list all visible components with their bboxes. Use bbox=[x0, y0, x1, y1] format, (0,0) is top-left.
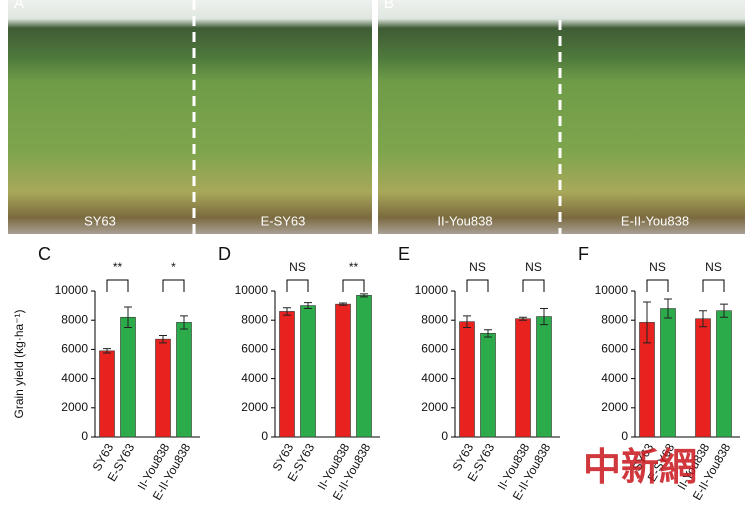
error-bar bbox=[519, 316, 527, 321]
y-tick-label: 2000 bbox=[241, 400, 268, 414]
significance-label: NS bbox=[705, 260, 722, 274]
bar bbox=[120, 316, 136, 438]
error-bar bbox=[720, 303, 728, 318]
y-tick-label: 8000 bbox=[601, 312, 628, 326]
bar bbox=[515, 318, 531, 438]
y-tick-label: 10000 bbox=[55, 283, 89, 297]
bar bbox=[155, 338, 171, 438]
significance-bracket bbox=[646, 279, 669, 292]
bar bbox=[536, 316, 552, 438]
y-tick-label: 4000 bbox=[61, 371, 88, 385]
error-bar bbox=[463, 315, 471, 328]
bar bbox=[716, 310, 732, 438]
bar bbox=[335, 303, 351, 438]
significance-bracket bbox=[702, 279, 725, 292]
significance-label: ** bbox=[349, 260, 359, 274]
error-bar bbox=[484, 329, 492, 338]
significance-bracket bbox=[522, 279, 545, 292]
photo-a: A SY63 E-SY63 bbox=[8, 0, 372, 234]
bar bbox=[176, 322, 192, 438]
y-tick-label: 0 bbox=[621, 429, 628, 443]
y-tick-label: 8000 bbox=[421, 312, 448, 326]
bar bbox=[459, 321, 475, 438]
y-tick-label: 10000 bbox=[595, 283, 629, 297]
y-axis-label: Grain yield (kg·ha⁻¹) bbox=[12, 309, 26, 418]
y-tick-label: 4000 bbox=[241, 371, 268, 385]
significance-label: * bbox=[171, 260, 176, 274]
panel-label: E bbox=[398, 244, 410, 264]
y-tick-label: 2000 bbox=[601, 400, 628, 414]
y-tick-label: 10000 bbox=[415, 283, 449, 297]
watermark: 中新網 bbox=[583, 447, 697, 489]
bar bbox=[480, 333, 496, 438]
error-bar bbox=[339, 302, 347, 306]
bar bbox=[300, 305, 316, 438]
significance-label: NS bbox=[649, 260, 666, 274]
photo-caption: II-You838 bbox=[437, 213, 492, 228]
y-tick-label: 0 bbox=[81, 429, 88, 443]
bar bbox=[695, 318, 711, 438]
y-tick-label: 6000 bbox=[421, 342, 448, 356]
y-tick-label: 0 bbox=[441, 429, 448, 443]
y-tick-label: 4000 bbox=[421, 371, 448, 385]
error-bar bbox=[304, 302, 312, 310]
panel-label: D bbox=[218, 244, 231, 264]
y-tick-label: 8000 bbox=[241, 312, 268, 326]
y-tick-label: 2000 bbox=[61, 400, 88, 414]
bar bbox=[279, 311, 295, 438]
error-bar bbox=[180, 315, 188, 330]
panel-label: C bbox=[38, 244, 51, 264]
error-bar bbox=[643, 301, 651, 344]
error-bar bbox=[124, 306, 132, 328]
panel-label: F bbox=[578, 244, 589, 264]
photo-caption: SY63 bbox=[84, 213, 116, 228]
y-tick-label: 4000 bbox=[601, 371, 628, 385]
y-tick-label: 2000 bbox=[421, 400, 448, 414]
photo-label: B bbox=[384, 0, 394, 12]
bar bbox=[99, 350, 115, 438]
y-tick-label: 8000 bbox=[61, 312, 88, 326]
error-bar bbox=[360, 293, 368, 298]
bar bbox=[660, 308, 676, 438]
significance-bracket bbox=[106, 279, 129, 292]
bar bbox=[356, 295, 372, 438]
significance-bracket bbox=[466, 279, 489, 292]
y-tick-label: 10000 bbox=[235, 283, 269, 297]
y-tick-label: 6000 bbox=[61, 342, 88, 356]
photo-caption: E-II-You838 bbox=[621, 213, 689, 228]
significance-bracket bbox=[162, 279, 185, 292]
significance-bracket bbox=[286, 279, 309, 292]
error-bar bbox=[699, 310, 707, 328]
photo-b: B II-You838 E-II-You838 bbox=[378, 0, 745, 234]
significance-label: NS bbox=[525, 260, 542, 274]
y-tick-label: 0 bbox=[261, 429, 268, 443]
y-tick-label: 6000 bbox=[241, 342, 268, 356]
error-bar bbox=[283, 307, 291, 316]
error-bar bbox=[159, 335, 167, 344]
significance-bracket bbox=[342, 279, 365, 292]
significance-label: NS bbox=[469, 260, 486, 274]
significance-label: ** bbox=[113, 260, 123, 274]
photo-caption: E-SY63 bbox=[261, 213, 306, 228]
error-bar bbox=[540, 308, 548, 326]
error-bar bbox=[664, 298, 672, 319]
error-bar bbox=[103, 348, 111, 354]
photo-label: A bbox=[14, 0, 24, 12]
significance-label: NS bbox=[289, 260, 306, 274]
y-tick-label: 6000 bbox=[601, 342, 628, 356]
